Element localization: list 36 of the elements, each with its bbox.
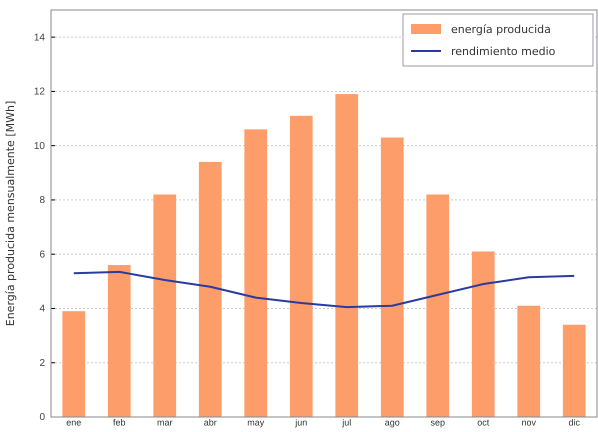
bar: [426, 194, 450, 417]
bar: [198, 162, 222, 417]
bar: [380, 138, 404, 417]
x-tick-label: ago: [384, 417, 400, 428]
bar: [62, 311, 86, 417]
y-tick-label: 0: [39, 412, 46, 424]
bar: [153, 194, 176, 417]
x-tick-label: nov: [521, 417, 537, 428]
y-axis-title: Energía producida mensualmente [MWh]: [4, 100, 17, 326]
y-tick-label: 4: [39, 304, 46, 315]
bar: [517, 306, 540, 417]
line-series: [72, 270, 576, 308]
x-tick-label: may: [247, 417, 265, 428]
x-tick-label: ene: [66, 417, 82, 428]
bar: [290, 116, 313, 417]
x-tick-label: dic: [568, 417, 580, 428]
x-tick-label: sep: [430, 417, 446, 428]
y-tick-label: 12: [34, 86, 46, 98]
bar: [108, 265, 131, 417]
bar: [335, 94, 358, 417]
x-tick-label: oct: [477, 417, 490, 428]
y-tick-label: 14: [34, 32, 46, 44]
x-tick-label: abr: [204, 417, 217, 428]
x-tick-label: jun: [294, 417, 308, 428]
bar: [244, 129, 268, 417]
bar: [472, 251, 495, 417]
y-tick-label: 8: [39, 195, 46, 206]
y-tick-label: 10: [34, 140, 46, 152]
bar: [562, 324, 586, 417]
x-tick-label: feb: [112, 417, 126, 428]
x-tick-label: jul: [341, 417, 352, 428]
legend-label: rendimiento medio: [451, 45, 556, 58]
y-tick-label: 2: [39, 358, 46, 369]
y-tick-label: 6: [39, 249, 46, 260]
legend-label: energía producida: [451, 23, 551, 36]
x-tick-label: mar: [157, 417, 172, 428]
